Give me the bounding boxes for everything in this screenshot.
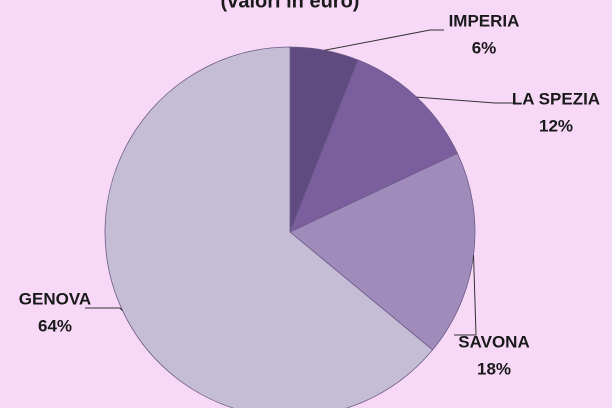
leader-line xyxy=(324,29,444,51)
pie-slice xyxy=(289,152,476,351)
chart-subtitle: (valori in euro) xyxy=(221,0,360,12)
category-label: GENOVA xyxy=(19,289,91,308)
leader-line xyxy=(416,96,516,104)
category-label: SAVONA xyxy=(458,332,529,351)
pie-slice xyxy=(289,59,458,233)
category-label: LA SPEZIA xyxy=(512,89,600,108)
category-label: IMPERIA xyxy=(449,11,520,30)
leader-line xyxy=(85,307,123,312)
value-label: 18% xyxy=(477,359,511,378)
value-label: 64% xyxy=(38,316,72,335)
value-label: 12% xyxy=(539,116,573,135)
leader-line xyxy=(454,255,477,336)
value-label: 6% xyxy=(472,38,497,57)
